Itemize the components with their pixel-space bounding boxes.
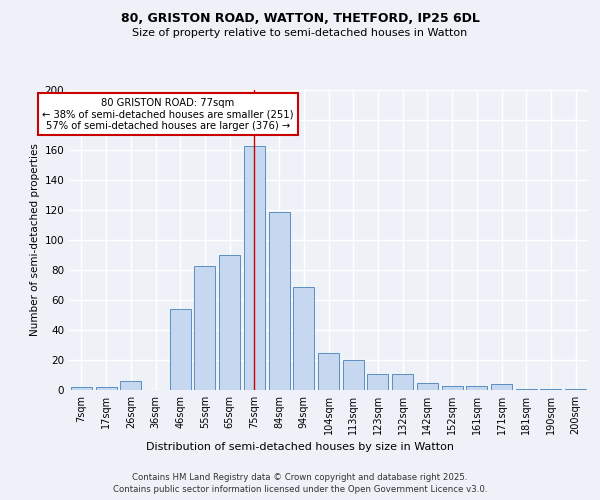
Bar bbox=[269, 212, 290, 390]
Bar bbox=[219, 255, 240, 390]
Bar bbox=[244, 146, 265, 390]
Bar bbox=[367, 374, 388, 390]
Y-axis label: Number of semi-detached properties: Number of semi-detached properties bbox=[30, 144, 40, 336]
Bar bbox=[392, 374, 413, 390]
Bar bbox=[417, 382, 438, 390]
Bar bbox=[194, 266, 215, 390]
Bar bbox=[343, 360, 364, 390]
Text: Contains public sector information licensed under the Open Government Licence v3: Contains public sector information licen… bbox=[113, 485, 487, 494]
Bar bbox=[318, 352, 339, 390]
Bar bbox=[293, 286, 314, 390]
Text: Contains HM Land Registry data © Crown copyright and database right 2025.: Contains HM Land Registry data © Crown c… bbox=[132, 472, 468, 482]
Bar bbox=[541, 388, 562, 390]
Text: Distribution of semi-detached houses by size in Watton: Distribution of semi-detached houses by … bbox=[146, 442, 454, 452]
Bar bbox=[516, 388, 537, 390]
Bar bbox=[95, 387, 116, 390]
Bar bbox=[71, 387, 92, 390]
Bar bbox=[442, 386, 463, 390]
Bar bbox=[466, 386, 487, 390]
Text: Size of property relative to semi-detached houses in Watton: Size of property relative to semi-detach… bbox=[133, 28, 467, 38]
Text: 80 GRISTON ROAD: 77sqm
← 38% of semi-detached houses are smaller (251)
57% of se: 80 GRISTON ROAD: 77sqm ← 38% of semi-det… bbox=[42, 98, 293, 130]
Bar bbox=[170, 309, 191, 390]
Bar bbox=[565, 388, 586, 390]
Bar bbox=[120, 381, 141, 390]
Text: 80, GRISTON ROAD, WATTON, THETFORD, IP25 6DL: 80, GRISTON ROAD, WATTON, THETFORD, IP25… bbox=[121, 12, 479, 26]
Bar bbox=[491, 384, 512, 390]
